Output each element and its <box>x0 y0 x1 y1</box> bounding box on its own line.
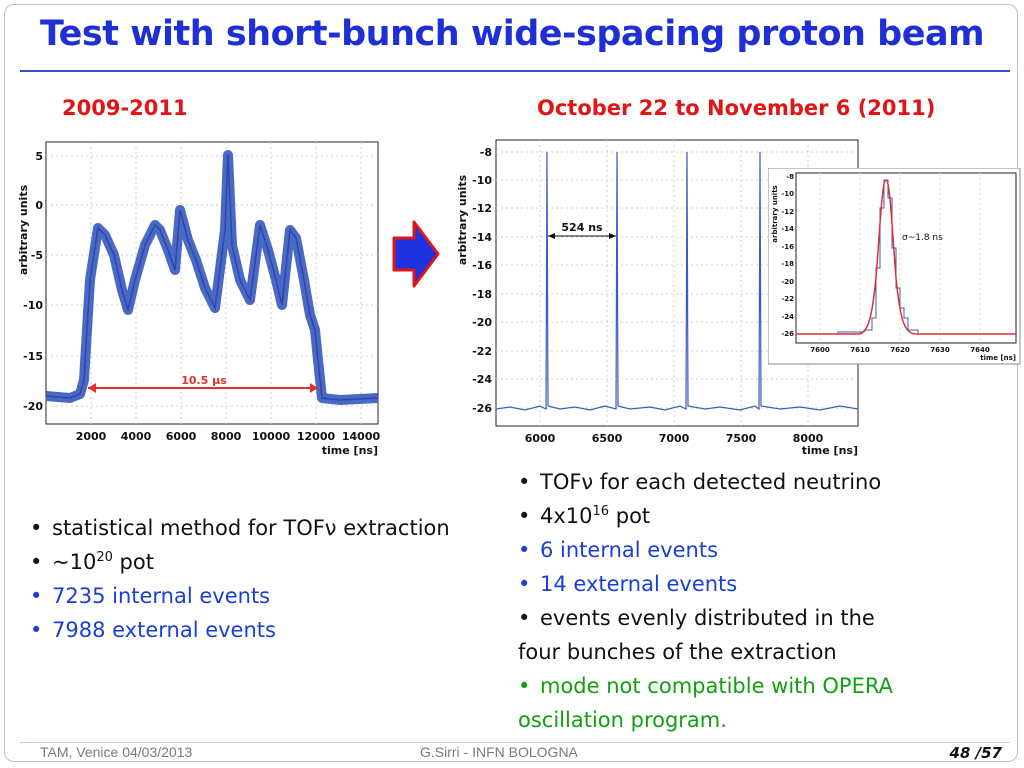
inset-y-tick: -14 <box>781 225 794 233</box>
bullet-dot: • <box>30 618 43 642</box>
inset-y-tick: -12 <box>781 208 794 216</box>
right-arrow-icon <box>392 220 440 288</box>
slide-title: Test with short-bunch wide-spacing proto… <box>39 14 985 54</box>
right-y-axis-label: arbitrary units <box>456 174 469 265</box>
right-y-tick: -24 <box>472 373 492 386</box>
left-bullet-list: • statistical method for TOFν extraction … <box>30 511 450 647</box>
inset-y-tick: -20 <box>781 278 794 286</box>
bullet-dot: • <box>30 584 43 608</box>
right-signal-trace <box>495 151 859 411</box>
bullet-dot: • <box>30 550 43 574</box>
left-y-tick: -5 <box>31 249 43 262</box>
right-y-tick: -8 <box>480 146 492 159</box>
bullet-continuation: oscillation program. <box>518 708 727 732</box>
right-x-tick: 7500 <box>726 432 757 445</box>
left-x-tick: 14000 <box>342 430 381 443</box>
right-heading: October 22 to November 6 (2011) <box>537 96 936 120</box>
inset-y-tick: -18 <box>781 260 794 268</box>
bullet-item: • 6 internal events <box>518 533 893 567</box>
right-y-tick: -20 <box>472 316 492 329</box>
inset-x-tick: 7630 <box>930 346 950 354</box>
bullet-item: • ~1020 pot <box>30 545 450 579</box>
left-x-tick: 10000 <box>252 430 291 443</box>
left-waveform-plot: 10.5 µs 5 0 -5 -10 -15 -20 2000 4000 600… <box>17 141 381 457</box>
inset-y-tick: -10 <box>781 190 794 198</box>
footer-divider <box>20 742 1010 743</box>
right-y-tick: -26 <box>472 402 492 415</box>
inset-x-tick: 7640 <box>970 346 990 354</box>
left-x-tick: 4000 <box>121 430 152 443</box>
right-spacing-label: 524 ns <box>561 221 603 234</box>
bullet-continuation: four bunches of the extraction <box>518 640 837 664</box>
left-y-tick: 5 <box>35 150 43 163</box>
left-heading: 2009-2011 <box>62 96 188 120</box>
left-x-tick: 6000 <box>166 430 197 443</box>
left-x-tick: 12000 <box>297 430 336 443</box>
inset-peak-plot: σ~1.8 ns -8 -10 -12 -14 -16 -18 -20 -22 … <box>768 168 1021 365</box>
right-bullet-list: • TOFν for each detected neutrino • 4x1016… <box>518 465 893 737</box>
right-y-tick: -10 <box>472 174 492 187</box>
bullet-dot: • <box>518 504 531 528</box>
left-waveform-core <box>45 154 379 401</box>
inset-y-tick: -26 <box>781 330 794 338</box>
bullet-item: • 7988 external events <box>30 613 450 647</box>
inset-y-tick: -8 <box>786 173 794 181</box>
bullet-item: • statistical method for TOFν extraction <box>30 511 450 545</box>
right-y-tick: -18 <box>472 288 492 301</box>
inset-y-tick: -24 <box>781 313 794 321</box>
inset-x-tick: 7620 <box>890 346 910 354</box>
bullet-dot: • <box>518 572 531 596</box>
bullet-item: • 14 external events <box>518 567 893 601</box>
right-x-tick: 7000 <box>659 432 690 445</box>
slide-frame <box>4 4 1018 762</box>
left-x-tick: 2000 <box>76 430 107 443</box>
right-y-tick: -12 <box>472 202 492 215</box>
right-y-tick: -14 <box>472 231 492 244</box>
page-number: 48 /57 <box>949 744 1002 762</box>
bullet-dot: • <box>518 470 531 494</box>
bullet-item: • 4x1016 pot <box>518 499 893 533</box>
bullet-item: • events evenly distributed in the <box>518 601 893 635</box>
left-x-tick: 8000 <box>211 430 242 443</box>
right-x-tick: 8000 <box>793 432 824 445</box>
bullet-item: • mode not compatible with OPERA <box>518 669 893 703</box>
right-x-tick: 6000 <box>525 432 556 445</box>
bullet-item: • 7235 internal events <box>30 579 450 613</box>
footer-venue: TAM, Venice 04/03/2013 <box>40 744 193 760</box>
right-y-tick: -22 <box>472 345 492 358</box>
footer-author: G.Sirri - INFN BOLOGNA <box>420 744 578 760</box>
right-y-tick: -16 <box>472 259 492 272</box>
left-y-tick: -10 <box>23 299 43 312</box>
left-y-tick: 0 <box>35 199 43 212</box>
inset-x-axis-label: time [ns] <box>980 354 1016 362</box>
left-y-axis-label: arbitrary units <box>17 184 30 275</box>
inset-x-tick: 7600 <box>810 346 830 354</box>
title-underline <box>20 70 1010 72</box>
left-x-axis-label: time [ns] <box>322 444 378 457</box>
bullet-item: • TOFν for each detected neutrino <box>518 465 893 499</box>
bullet-dot: • <box>518 606 531 630</box>
left-y-tick: -20 <box>23 400 43 413</box>
bullet-dot: • <box>518 674 531 698</box>
inset-fit-curve <box>796 179 1016 335</box>
inset-y-axis-label: arbitrary units <box>771 185 779 242</box>
bullet-dot: • <box>518 538 531 562</box>
left-span-label: 10.5 µs <box>181 374 227 387</box>
bullet-dot: • <box>30 516 43 540</box>
left-y-tick: -15 <box>23 350 43 363</box>
right-x-axis-label: time [ns] <box>802 444 858 457</box>
inset-y-tick: -16 <box>781 243 794 251</box>
inset-x-tick: 7610 <box>850 346 870 354</box>
inset-y-tick: -22 <box>781 295 794 303</box>
right-x-tick: 6500 <box>592 432 623 445</box>
inset-sigma-label: σ~1.8 ns <box>902 233 943 243</box>
